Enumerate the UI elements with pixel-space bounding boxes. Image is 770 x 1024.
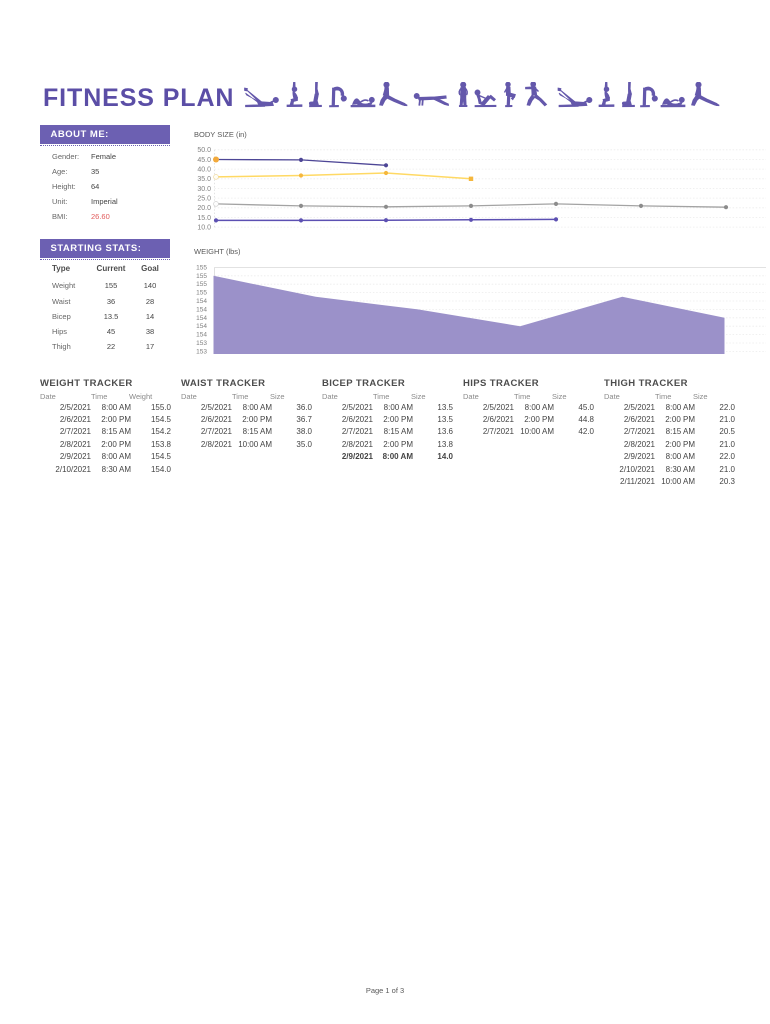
- svg-text:155: 155: [196, 290, 207, 297]
- svg-text:155: 155: [196, 264, 207, 271]
- svg-text:155: 155: [196, 273, 207, 280]
- svg-text:154: 154: [196, 332, 207, 339]
- svg-text:154: 154: [196, 315, 207, 322]
- svg-text:15.0: 15.0: [197, 215, 211, 222]
- svg-text:20.0: 20.0: [197, 205, 211, 212]
- svg-text:40.0: 40.0: [197, 166, 211, 173]
- svg-text:153: 153: [196, 340, 207, 347]
- svg-text:25.0: 25.0: [197, 195, 211, 202]
- svg-text:153: 153: [196, 348, 207, 355]
- svg-text:10.0: 10.0: [197, 224, 211, 231]
- svg-text:154: 154: [196, 323, 207, 330]
- svg-text:154: 154: [196, 298, 207, 305]
- svg-text:30.0: 30.0: [197, 186, 211, 193]
- svg-text:50.0: 50.0: [197, 147, 211, 154]
- svg-text:35.0: 35.0: [197, 176, 211, 183]
- svg-text:45.0: 45.0: [197, 157, 211, 164]
- svg-text:154: 154: [196, 306, 207, 313]
- svg-text:155: 155: [196, 281, 207, 288]
